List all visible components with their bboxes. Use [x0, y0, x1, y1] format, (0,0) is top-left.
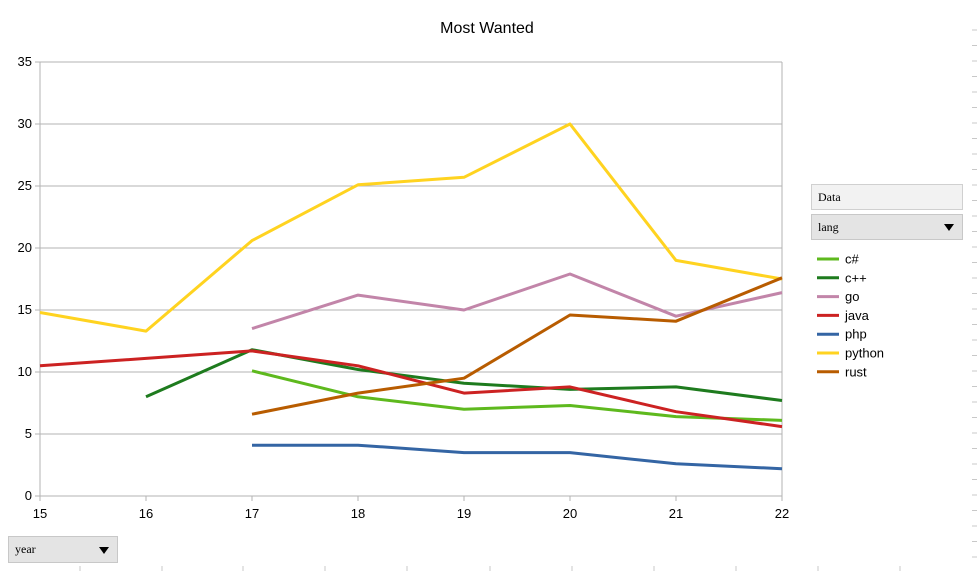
- series-line-php: [252, 443, 783, 471]
- x-tick-label: 15: [33, 506, 47, 521]
- legend-label: php: [845, 327, 867, 342]
- x-tick-label: 17: [245, 506, 259, 521]
- chart-title: Most Wanted: [440, 20, 534, 37]
- y-tick-label: 30: [18, 116, 32, 131]
- lang-field-label: lang: [818, 219, 839, 234]
- legend-label: rust: [845, 364, 867, 379]
- y-tick-label: 35: [18, 54, 32, 69]
- series-line-java: [39, 349, 783, 429]
- series-lines: [39, 122, 783, 471]
- dropdown-arrow-icon: [99, 546, 109, 554]
- dropdown-arrow-icon: [944, 224, 954, 231]
- legend-label: c#: [845, 252, 860, 267]
- series-line-python: [39, 122, 783, 333]
- legend-label: c++: [845, 270, 867, 285]
- series-line-rust: [251, 276, 783, 416]
- grid: [40, 61, 782, 497]
- data-field-button[interactable]: Data: [811, 184, 963, 210]
- frame-ticks: [79, 29, 977, 571]
- legend: c# c++ go java php python rust: [817, 252, 884, 379]
- x-tick-label: 18: [351, 506, 365, 521]
- axes: 0 5 10 15 20 25 30 35 15 16 17 18 19 20 21 22: [18, 54, 790, 521]
- year-field-label: year: [15, 542, 36, 556]
- x-tick-label: 22: [775, 506, 789, 521]
- year-field-dropdown[interactable]: year: [8, 536, 118, 563]
- data-field-label: Data: [818, 189, 841, 204]
- y-tick-label: 15: [18, 302, 32, 317]
- legend-label: java: [844, 308, 870, 323]
- x-tick-label: 21: [669, 506, 683, 521]
- x-tick-label: 20: [563, 506, 577, 521]
- y-tick-label: 0: [25, 488, 32, 503]
- legend-label: python: [845, 346, 884, 361]
- y-tick-label: 20: [18, 240, 32, 255]
- lang-field-dropdown[interactable]: lang: [811, 214, 963, 240]
- series-line-c-: [251, 369, 783, 422]
- series-line-go: [251, 272, 783, 331]
- x-tick-label: 19: [457, 506, 471, 521]
- x-tick-label: 16: [139, 506, 153, 521]
- y-tick-label: 5: [25, 426, 32, 441]
- legend-label: go: [845, 289, 859, 304]
- y-tick-label: 25: [18, 178, 32, 193]
- y-tick-label: 10: [18, 364, 32, 379]
